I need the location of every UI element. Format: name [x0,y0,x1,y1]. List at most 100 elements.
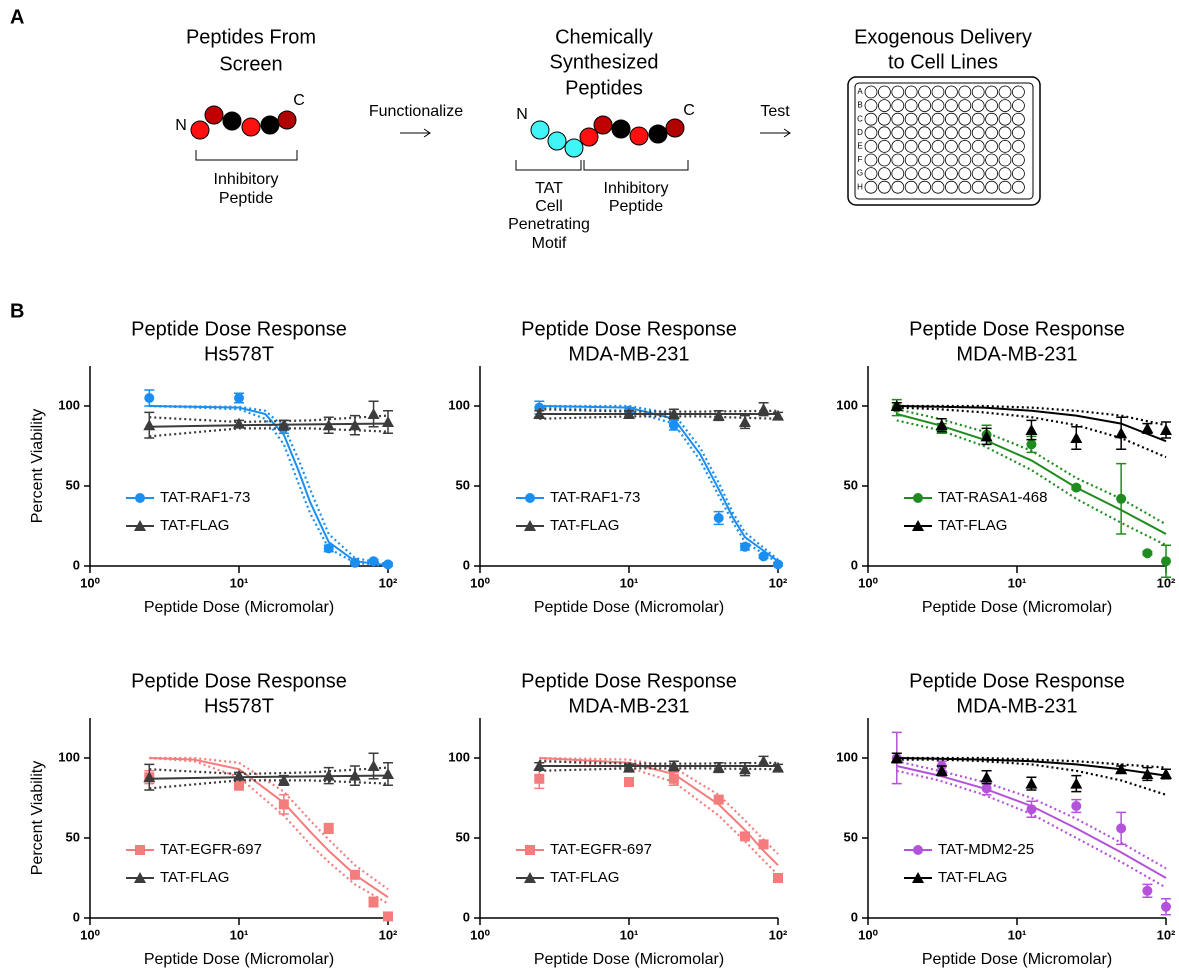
well [865,168,877,180]
well [932,127,944,139]
marker [234,393,244,403]
x-tick-label: 10⁰ [470,927,490,942]
terminus: C [683,102,695,119]
marker [624,777,634,787]
well [865,127,877,139]
marker [525,845,535,855]
well [959,154,971,166]
plate-row-label: B [857,101,862,110]
y-tick-label: 100 [836,749,858,764]
legend-label: TAT-FLAG [160,517,229,534]
well [905,113,917,125]
well [999,154,1011,166]
marker [772,410,784,421]
marker [368,408,380,419]
well [1012,140,1024,152]
marker [913,493,923,503]
well [919,181,931,193]
x-tick-label: 10¹ [1008,927,1027,942]
y-tick-label: 0 [463,909,470,924]
chart-title: MDA-MB-231 [956,695,1077,717]
well [972,154,984,166]
marker [1025,424,1037,435]
marker [368,760,380,771]
y-tick-label: 50 [66,829,80,844]
y-tick-label: 0 [73,557,80,572]
legend-label: TAT-FLAG [938,517,1007,534]
well [905,100,917,112]
well [972,86,984,98]
marker [382,768,394,779]
marker [1161,556,1171,566]
legend-label: TAT-FLAG [160,869,229,886]
well [945,140,957,152]
y-tick-label: 100 [836,397,858,412]
bracket-label: Inhibitory [604,180,669,197]
step-title: Peptides [565,77,643,99]
marker [1026,439,1036,449]
well [1012,127,1024,139]
chart-title: Peptide Dose Response [521,670,737,692]
terminus: N [175,117,187,134]
well [972,100,984,112]
well [959,181,971,193]
well [932,154,944,166]
x-tick-label: 10² [1157,927,1176,942]
terminus: N [516,106,528,123]
well [972,113,984,125]
marker [350,870,360,880]
marker [1070,778,1082,789]
well [999,140,1011,152]
marker [324,543,334,553]
well [1012,100,1024,112]
well [932,181,944,193]
legend-label: TAT-FLAG [550,869,619,886]
chart-title: MDA-MB-231 [956,343,1077,365]
bracket [516,160,688,170]
plate-row-label: G [857,169,863,178]
marker [714,513,724,523]
marker [1161,902,1171,912]
well [999,168,1011,180]
chart-title: Peptide Dose Response [131,318,347,340]
step-title: Synthesized [550,51,659,73]
marker [382,416,394,427]
well [986,127,998,139]
well [865,86,877,98]
marker [279,799,289,809]
marker [773,873,783,883]
chart-title: Peptide Dose Response [521,318,737,340]
marker [350,558,360,568]
bracket-label: Peptide [219,190,273,207]
y-tick-label: 0 [73,909,80,924]
well [972,140,984,152]
x-axis-label: Peptide Dose (Micromolar) [144,599,334,616]
well [932,86,944,98]
arrow [400,129,430,137]
marker [383,559,393,569]
x-axis-label: Peptide Dose (Micromolar) [534,599,724,616]
well [959,168,971,180]
well [999,86,1011,98]
marker [740,542,750,552]
well [892,140,904,152]
marker [1025,778,1037,789]
y-tick-label: 50 [844,477,858,492]
marker [1070,432,1082,443]
chart-title: MDA-MB-231 [568,695,689,717]
x-tick-label: 10² [379,575,398,590]
legend-label: TAT-RAF1-73 [550,489,640,506]
x-tick-label: 10⁰ [80,575,100,590]
panel-a: A Peptides From Screen N C Inhibitory Pe… [10,6,1040,322]
well [999,113,1011,125]
arrow-label: Test [760,103,790,120]
well [945,181,957,193]
plate-row-label: H [857,182,863,191]
well [986,154,998,166]
y-axis-label: Percent Viability [29,409,46,523]
bracket-label: Peptide [609,198,663,215]
step-title: Screen [219,53,282,75]
step-title: to Cell Lines [888,51,998,73]
well [932,113,944,125]
well [986,181,998,193]
